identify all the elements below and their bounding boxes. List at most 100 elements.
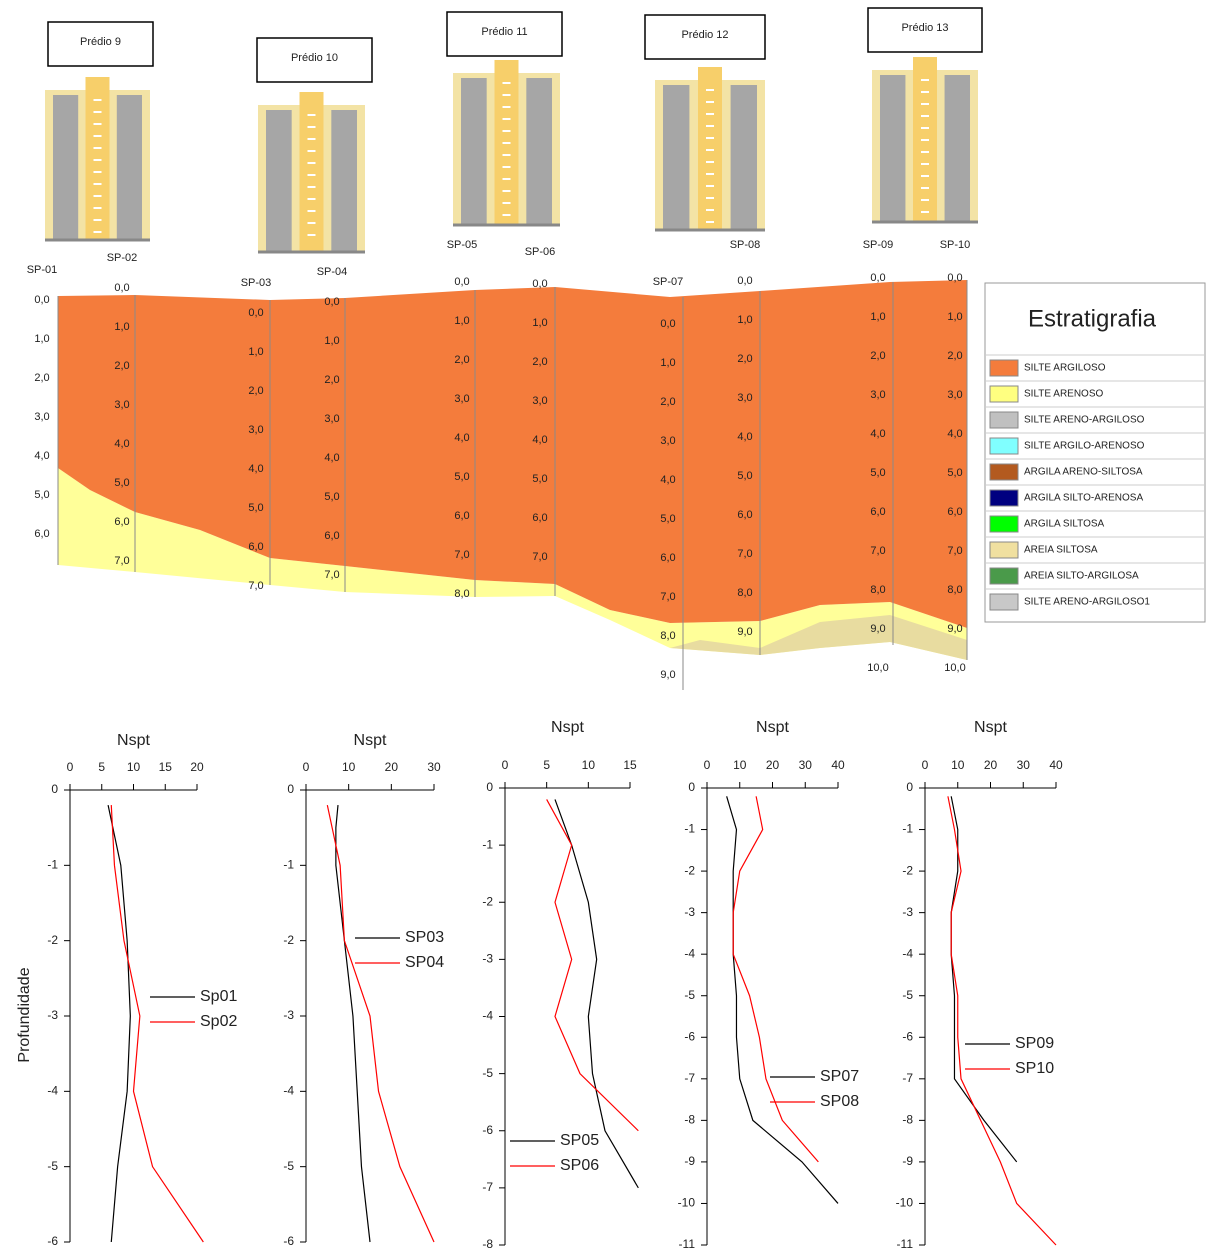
depth-label: 1,0 [454, 315, 469, 327]
y-tick-label: -3 [283, 1008, 294, 1022]
legend-label: SP03 [405, 929, 444, 946]
legend-title: Estratigrafia [1028, 305, 1157, 332]
building-label: Prédio 13 [901, 22, 948, 34]
building-column [461, 78, 487, 225]
legend-label: Sp01 [200, 988, 237, 1005]
legend-swatch [989, 411, 1019, 429]
building-label: Prédio 10 [291, 52, 338, 64]
borehole-name: SP-02 [107, 252, 138, 264]
building-column [526, 78, 552, 225]
depth-label: 5,0 [34, 489, 49, 501]
depth-label: 9,0 [737, 626, 752, 638]
chart-title: Nspt [551, 719, 584, 736]
building-column [730, 85, 757, 230]
depth-label: 8,0 [870, 584, 885, 596]
depth-label: 2,0 [114, 360, 129, 372]
depth-label: 9,0 [660, 669, 675, 681]
legend-label: SILTE ARGILO-ARENOSO [1024, 441, 1145, 452]
legend-label: SILTE ARGILOSO [1024, 363, 1106, 374]
depth-label: 0,0 [324, 296, 339, 308]
x-tick-label: 40 [831, 758, 845, 772]
x-tick-label: 20 [984, 758, 998, 772]
depth-label: 5,0 [114, 477, 129, 489]
y-tick-label: -9 [684, 1154, 695, 1168]
chart-title: Nspt [117, 732, 150, 749]
depth-label: 8,0 [660, 630, 675, 642]
data-line [732, 796, 819, 1163]
borehole-name: SP-04 [317, 266, 348, 278]
depth-label: 5,0 [947, 467, 962, 479]
depth-label: 7,0 [737, 548, 752, 560]
y-tick-label: 0 [51, 782, 58, 796]
y-tick-label: -8 [902, 1113, 913, 1127]
y-tick-label: 0 [486, 780, 493, 794]
y-tick-label: -7 [902, 1071, 913, 1085]
legend-label: ARGILA ARENO-SILTOSA [1024, 467, 1143, 478]
x-tick-label: 30 [799, 758, 813, 772]
y-tick-label: -1 [47, 858, 58, 872]
depth-label: 4,0 [454, 432, 469, 444]
data-line [726, 796, 839, 1204]
y-tick-label: -3 [47, 1008, 58, 1022]
x-tick-label: 20 [190, 760, 204, 774]
depth-label: 6,0 [248, 541, 263, 553]
x-tick-label: 5 [98, 760, 105, 774]
building-column [116, 95, 142, 240]
y-tick-label: -4 [482, 1009, 493, 1023]
y-tick-label: -2 [482, 894, 493, 908]
y-tick-label: -5 [47, 1159, 58, 1173]
depth-label: 4,0 [114, 438, 129, 450]
legend-label: Sp02 [200, 1013, 237, 1030]
y-tick-label: -6 [684, 1029, 695, 1043]
depth-label: 5,0 [660, 513, 675, 525]
legend-label: SILTE ARENO-ARGILOSO1 [1024, 597, 1150, 608]
y-tick-label: -3 [684, 905, 695, 919]
y-tick-label: -2 [902, 863, 913, 877]
depth-label: 6,0 [324, 530, 339, 542]
building-label: Prédio 12 [681, 29, 728, 41]
x-tick-label: 15 [159, 760, 173, 774]
x-tick-label: 40 [1049, 758, 1063, 772]
building-label: Prédio 11 [481, 26, 527, 38]
borehole-name: SP-06 [525, 246, 556, 258]
y-tick-label: -10 [896, 1196, 914, 1210]
borehole-name: SP-09 [863, 239, 894, 251]
depth-label: 7,0 [114, 555, 129, 567]
stratigraphy [58, 280, 967, 660]
legend-label: SP08 [820, 1093, 859, 1110]
legend-label: ARGILA SILTOSA [1024, 519, 1105, 530]
borehole-name: SP-01 [27, 264, 58, 276]
y-tick-label: -10 [678, 1196, 696, 1210]
depth-label: 4,0 [660, 474, 675, 486]
borehole-name: SP-08 [730, 239, 761, 251]
x-tick-label: 10 [127, 760, 141, 774]
depth-label: 2,0 [324, 374, 339, 386]
depth-label: 7,0 [454, 549, 469, 561]
depth-label: 4,0 [947, 428, 962, 440]
depth-label: 2,0 [454, 354, 469, 366]
depth-label: 5,0 [737, 470, 752, 482]
y-tick-label: -11 [679, 1237, 696, 1251]
legend-swatch [989, 463, 1019, 481]
x-tick-label: 10 [582, 758, 596, 772]
x-tick-label: 30 [1017, 758, 1031, 772]
y-tick-label: -3 [482, 952, 493, 966]
building-label-box [47, 21, 154, 67]
x-tick-label: 15 [623, 758, 637, 772]
depth-label: 3,0 [114, 399, 129, 411]
legend-label: SP09 [1015, 1035, 1054, 1052]
building-column [331, 110, 357, 252]
depth-label: 6,0 [947, 506, 962, 518]
depth-label: 6,0 [737, 509, 752, 521]
building-column [944, 75, 970, 222]
y-tick-label: -1 [684, 822, 695, 836]
legend-label: SP04 [405, 954, 444, 971]
building-label-box [644, 14, 766, 60]
data-line [107, 804, 131, 1243]
depth-label: 9,0 [947, 623, 962, 635]
legend-swatch [989, 567, 1019, 585]
depth-label: 3,0 [947, 389, 962, 401]
depth-label: 2,0 [947, 350, 962, 362]
depth-label: 0,0 [454, 276, 469, 288]
data-line [110, 805, 204, 1243]
